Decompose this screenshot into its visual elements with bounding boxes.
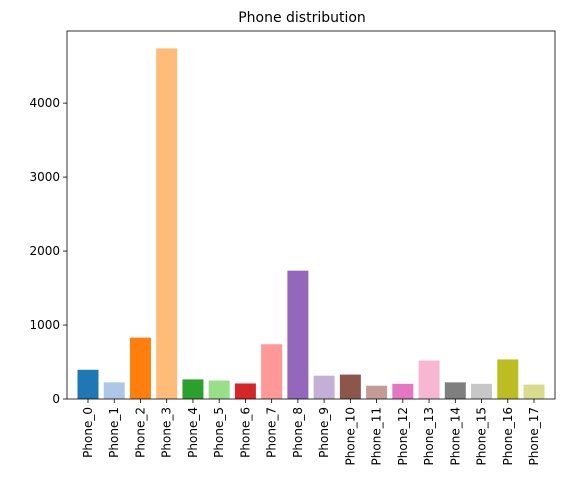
y-tick-label: 0 xyxy=(52,392,60,406)
x-tick-label: Phone_17 xyxy=(527,407,541,465)
x-tick-label: Phone_11 xyxy=(370,407,384,465)
bar-phone-9 xyxy=(313,375,335,399)
bar-phone-8 xyxy=(287,270,309,399)
x-tick-label: Phone_16 xyxy=(501,407,515,465)
x-tick-label: Phone_5 xyxy=(212,407,226,458)
x-tick-label: Phone_3 xyxy=(160,407,174,458)
x-tick-label: Phone_4 xyxy=(186,407,200,458)
x-tick-label: Phone_2 xyxy=(133,407,147,458)
bar-phone-3 xyxy=(156,48,178,399)
bar-phone-0 xyxy=(77,369,99,399)
x-tick-label: Phone_10 xyxy=(343,407,357,465)
x-tick-label: Phone_6 xyxy=(238,407,252,458)
x-tick-label: Phone_7 xyxy=(265,407,279,458)
x-tick-label: Phone_15 xyxy=(475,407,489,465)
y-tick-label: 2000 xyxy=(29,244,60,258)
bar-phone-11 xyxy=(366,385,388,399)
bar-phone-12 xyxy=(392,383,414,399)
bar-phone-2 xyxy=(129,337,151,399)
x-tick-label: Phone_9 xyxy=(317,407,331,458)
bar-phone-16 xyxy=(497,359,519,399)
bar-phone-7 xyxy=(261,344,283,399)
x-tick-label: Phone_12 xyxy=(396,407,410,465)
bar-phone-5 xyxy=(208,380,230,399)
x-tick-label: Phone_14 xyxy=(448,407,462,465)
bar-phone-1 xyxy=(103,382,125,399)
plot-frame xyxy=(66,30,556,400)
axes: 0 1000 2000 3000 4000 Phone_0 Phone_1 Phone_2 Ph… xyxy=(29,30,556,465)
plot-area xyxy=(77,48,545,399)
x-tick-label: Phone_13 xyxy=(422,407,436,465)
x-tick-label: Phone_1 xyxy=(107,407,121,458)
bar-phone-13 xyxy=(418,360,440,399)
chart-title: Phone distribution xyxy=(238,10,366,26)
x-tick-label: Phone_8 xyxy=(291,407,305,458)
bar-phone-10 xyxy=(339,374,361,399)
y-tick-label: 4000 xyxy=(29,96,60,110)
bar-phone-4 xyxy=(182,379,204,399)
bar-phone-17 xyxy=(523,384,545,399)
bar-phone-6 xyxy=(234,383,256,399)
x-tick-label: Phone_0 xyxy=(81,407,95,458)
y-tick-label: 3000 xyxy=(29,170,60,184)
bar-phone-14 xyxy=(444,382,466,399)
bar-phone-15 xyxy=(471,383,493,399)
y-tick-label: 1000 xyxy=(29,318,60,332)
